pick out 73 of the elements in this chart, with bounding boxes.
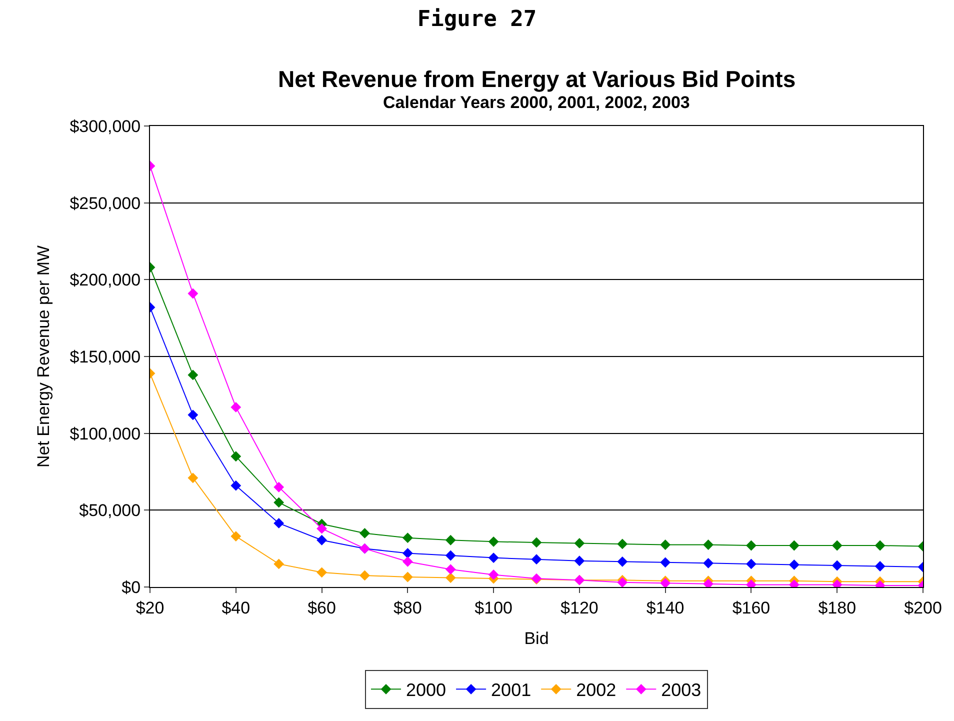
point bbox=[188, 288, 198, 299]
point bbox=[445, 550, 456, 561]
point bbox=[488, 570, 499, 580]
point bbox=[445, 572, 456, 583]
text: Calendar Years 2000, 2001, 2002, 2003 bbox=[383, 93, 690, 112]
point bbox=[230, 480, 242, 491]
chart-title: Figure 27 bbox=[417, 7, 537, 32]
point bbox=[188, 370, 198, 380]
point bbox=[874, 561, 886, 572]
x-tick-label: $60 bbox=[308, 598, 336, 618]
point bbox=[316, 523, 327, 534]
y-tick-label: $200,000 bbox=[70, 270, 141, 290]
point bbox=[531, 554, 542, 565]
point bbox=[617, 577, 628, 587]
point bbox=[832, 560, 842, 571]
point bbox=[445, 564, 456, 575]
point bbox=[832, 540, 842, 551]
point bbox=[660, 540, 671, 550]
y-tick-label: $250,000 bbox=[70, 194, 141, 213]
point bbox=[445, 534, 456, 546]
point bbox=[230, 451, 242, 462]
point bbox=[488, 536, 499, 547]
point bbox=[360, 570, 370, 581]
x-tick-label: $40 bbox=[222, 598, 250, 618]
x-tick-label: $140 bbox=[646, 598, 684, 618]
point bbox=[274, 558, 284, 570]
x-axis-title: Bid bbox=[524, 628, 549, 648]
point bbox=[230, 402, 242, 412]
point bbox=[746, 540, 756, 551]
point bbox=[316, 534, 327, 546]
point bbox=[402, 556, 413, 567]
point bbox=[230, 531, 242, 542]
point bbox=[402, 532, 413, 544]
point bbox=[188, 472, 198, 484]
y-tick-label: $50,000 bbox=[79, 501, 141, 520]
point bbox=[574, 556, 585, 566]
point bbox=[703, 540, 714, 550]
legend-label: 2001 bbox=[491, 680, 532, 700]
x-tick-label: $80 bbox=[393, 598, 422, 618]
y-tick-label: $100,000 bbox=[70, 424, 141, 444]
point bbox=[274, 497, 284, 508]
x-tick-label: $100 bbox=[474, 598, 512, 618]
y-axis-title: Net Energy Revenue per MW bbox=[34, 245, 54, 468]
point bbox=[574, 538, 585, 548]
y-tick-label: $150,000 bbox=[70, 347, 141, 366]
legend-label: 2003 bbox=[661, 680, 702, 700]
point bbox=[360, 528, 370, 538]
point bbox=[316, 567, 327, 578]
point bbox=[788, 540, 800, 551]
x-tick-label: $180 bbox=[818, 598, 856, 618]
point bbox=[188, 410, 198, 420]
point bbox=[703, 558, 714, 568]
point bbox=[660, 557, 671, 568]
point bbox=[788, 560, 800, 570]
point bbox=[617, 556, 628, 567]
point bbox=[874, 540, 886, 551]
y-tick-label: $0 bbox=[122, 578, 141, 597]
legend-label: 2000 bbox=[406, 680, 446, 700]
point bbox=[402, 548, 413, 558]
y-tick-label: $300,000 bbox=[70, 116, 141, 136]
legend-label: 2002 bbox=[576, 680, 616, 700]
point bbox=[274, 482, 284, 492]
x-tick-label: $20 bbox=[136, 598, 164, 618]
x-tick-label: $200 bbox=[904, 598, 942, 618]
point bbox=[617, 538, 628, 550]
point bbox=[274, 518, 284, 528]
point bbox=[488, 552, 499, 563]
point bbox=[746, 558, 756, 570]
point bbox=[402, 572, 413, 582]
x-tick-label: $160 bbox=[732, 598, 770, 618]
chart-subtitle: Net Revenue from Energy at Various Bid Points bbox=[278, 66, 796, 92]
point bbox=[531, 537, 542, 548]
x-tick-label: $120 bbox=[560, 598, 598, 618]
